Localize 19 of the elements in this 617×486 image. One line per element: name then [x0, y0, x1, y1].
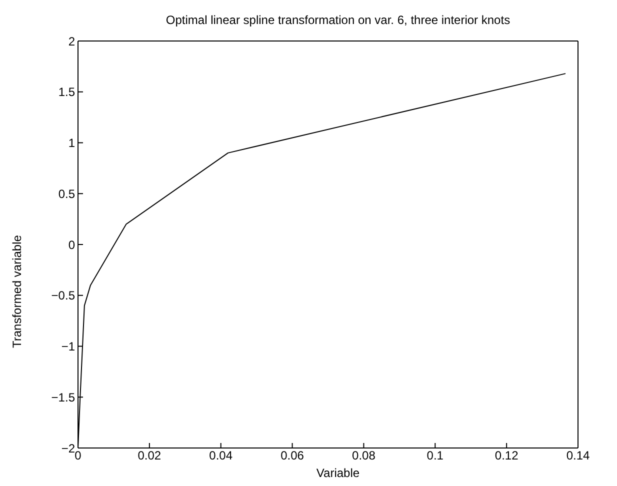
x-tick-label: 0.12	[494, 448, 519, 463]
y-tick-label: 0	[68, 238, 76, 252]
y-tick-label: −1	[61, 340, 76, 354]
y-tick-label: 1.5	[58, 85, 76, 100]
x-axis-title: Variable	[315, 466, 361, 480]
x-tick-label: 0.06	[280, 448, 304, 463]
y-tick-label: −2	[61, 441, 76, 456]
y-tick-label: −1.5	[51, 390, 76, 404]
x-tick-label: 0.08	[352, 448, 376, 463]
x-tick-label: 0.04	[209, 448, 233, 463]
y-tick-label: 2	[68, 34, 76, 48]
x-tick-label: 0.1	[426, 448, 444, 463]
chart-title: Optimal linear spline transformation on var. 6, three interior knots	[164, 13, 512, 27]
x-tick-label: 0.14	[566, 448, 590, 463]
y-tick-label: 1	[68, 136, 76, 150]
x-tick-label: 0.02	[138, 448, 162, 463]
y-tick-label: −0.5	[51, 288, 76, 303]
y-tick-label: 0.5	[58, 186, 76, 201]
y-axis-title: Transformed variable	[10, 234, 24, 348]
